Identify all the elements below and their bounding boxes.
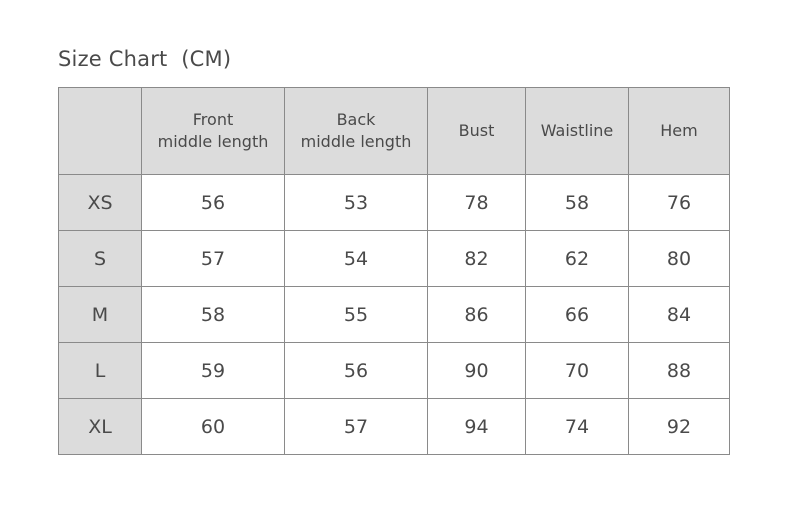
column-header: Front middle length: [141, 87, 285, 175]
measurement-cell: 82: [427, 230, 526, 287]
measurement-cell: 56: [141, 174, 285, 231]
measurement-cell: 58: [525, 174, 629, 231]
measurement-cell: 80: [628, 230, 730, 287]
measurement-cell: 55: [284, 286, 428, 343]
table-row: L 59 56 90 70 88: [58, 342, 730, 399]
measurement-cell: 88: [628, 342, 730, 399]
size-label: XS: [58, 174, 142, 231]
size-chart-table: Front middle length Back middle length Bus…: [58, 87, 730, 455]
measurement-cell: 94: [427, 398, 526, 455]
table-row: XL 60 57 94 74 92: [58, 398, 730, 455]
measurement-cell: 70: [525, 342, 629, 399]
measurement-cell: 58: [141, 286, 285, 343]
measurement-cell: 76: [628, 174, 730, 231]
measurement-cell: 60: [141, 398, 285, 455]
measurement-cell: 92: [628, 398, 730, 455]
measurement-cell: 86: [427, 286, 526, 343]
measurement-cell: 54: [284, 230, 428, 287]
measurement-cell: 66: [525, 286, 629, 343]
size-label: XL: [58, 398, 142, 455]
measurement-cell: 74: [525, 398, 629, 455]
measurement-cell: 56: [284, 342, 428, 399]
size-label: S: [58, 230, 142, 287]
size-label: M: [58, 286, 142, 343]
column-header: Back middle length: [284, 87, 428, 175]
measurement-cell: 78: [427, 174, 526, 231]
measurement-cell: 84: [628, 286, 730, 343]
measurement-cell: 59: [141, 342, 285, 399]
table-row: S 57 54 82 62 80: [58, 230, 730, 287]
measurement-cell: 57: [141, 230, 285, 287]
column-header: Waistline: [525, 87, 629, 175]
table-row: XS 56 53 78 58 76: [58, 174, 730, 231]
column-header: Bust: [427, 87, 526, 175]
measurement-cell: 62: [525, 230, 629, 287]
header-row: Front middle length Back middle length Bus…: [58, 87, 730, 175]
column-header: [58, 87, 142, 175]
measurement-cell: 90: [427, 342, 526, 399]
measurement-cell: 57: [284, 398, 428, 455]
table-row: M 58 55 86 66 84: [58, 286, 730, 343]
page-title: Size Chart (CM): [58, 47, 232, 71]
measurement-cell: 53: [284, 174, 428, 231]
column-header: Hem: [628, 87, 730, 175]
size-label: L: [58, 342, 142, 399]
